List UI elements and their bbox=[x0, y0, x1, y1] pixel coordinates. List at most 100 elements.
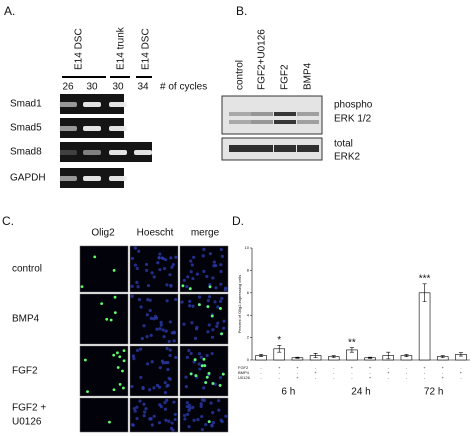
nucleus bbox=[211, 420, 216, 425]
treatment-sign: - bbox=[424, 375, 426, 380]
nucleus bbox=[168, 353, 172, 358]
nucleus bbox=[161, 328, 165, 332]
nucleus bbox=[130, 284, 134, 288]
nucleus bbox=[146, 298, 150, 302]
cycle-number: 30 bbox=[86, 82, 98, 93]
micrograph bbox=[79, 245, 129, 293]
olig2-cell bbox=[93, 255, 97, 259]
error-bar bbox=[422, 283, 427, 303]
nucleus bbox=[140, 336, 144, 341]
nucleus bbox=[149, 333, 153, 337]
treatment-sign: - bbox=[279, 375, 281, 380]
nucleus bbox=[159, 323, 163, 327]
error-bar bbox=[440, 355, 445, 359]
band bbox=[274, 145, 296, 152]
y-tick-label: 4 bbox=[247, 312, 250, 317]
nucleus bbox=[192, 255, 196, 259]
nucleus bbox=[208, 283, 212, 287]
olig2-cell bbox=[86, 390, 89, 394]
olig2-cell bbox=[83, 358, 87, 362]
band bbox=[83, 176, 101, 181]
nucleus bbox=[150, 271, 154, 275]
y-axis-title: Percent of Olig2-expressing cells bbox=[237, 275, 242, 333]
nucleus bbox=[150, 360, 154, 364]
nucleus bbox=[142, 324, 146, 328]
blot-label: phospho bbox=[334, 100, 373, 111]
nucleus bbox=[135, 348, 140, 353]
olig2-cell bbox=[218, 384, 222, 387]
nucleus bbox=[157, 256, 161, 260]
lane-label: FGF2+U0126 bbox=[257, 29, 268, 90]
olig2-cell bbox=[105, 317, 109, 321]
treatment-sign: + bbox=[351, 365, 354, 370]
nucleus bbox=[216, 305, 220, 309]
error-bar bbox=[386, 351, 391, 360]
nucleus bbox=[193, 336, 198, 340]
lane-label: FGF2 bbox=[280, 64, 291, 90]
olig2-cell bbox=[205, 375, 209, 379]
nucleus bbox=[183, 417, 187, 421]
nucleus bbox=[166, 367, 170, 372]
nucleus bbox=[170, 331, 174, 335]
lane-label: BMP4 bbox=[303, 62, 314, 90]
nucleus bbox=[197, 352, 202, 356]
treatment-sign: - bbox=[460, 375, 462, 380]
nucleus bbox=[157, 421, 162, 425]
olig2-cell bbox=[210, 314, 214, 318]
treatment-sign: + bbox=[387, 370, 390, 375]
nucleus bbox=[170, 421, 174, 425]
nucleus bbox=[138, 399, 142, 403]
nucleus bbox=[214, 286, 218, 290]
nucleus bbox=[209, 401, 213, 405]
cycles-label: # of cycles bbox=[160, 82, 207, 93]
error-bar bbox=[313, 352, 318, 359]
nucleus bbox=[148, 388, 152, 392]
nucleus bbox=[137, 297, 142, 302]
error-bar bbox=[368, 356, 373, 359]
olig2-cell bbox=[193, 358, 197, 362]
treatment-sign: - bbox=[369, 370, 371, 375]
significance: ** bbox=[348, 337, 356, 348]
olig2-cell bbox=[207, 420, 211, 424]
olig2-cell bbox=[116, 351, 119, 355]
column-header: merge bbox=[191, 228, 220, 239]
nucleus bbox=[212, 260, 216, 264]
treatment-sign: - bbox=[333, 365, 335, 370]
olig2-cell bbox=[121, 369, 124, 373]
nucleus bbox=[174, 255, 178, 259]
nucleus bbox=[210, 335, 215, 339]
nucleus bbox=[167, 376, 171, 380]
nucleus bbox=[219, 299, 223, 303]
cycle-number: 30 bbox=[112, 82, 124, 93]
nucleus bbox=[211, 276, 215, 280]
nucleus bbox=[135, 416, 139, 421]
nucleus bbox=[153, 314, 158, 318]
nucleus bbox=[146, 283, 151, 288]
band bbox=[109, 176, 127, 181]
nucleus bbox=[205, 353, 209, 358]
error-bar bbox=[277, 345, 282, 353]
band bbox=[109, 102, 127, 107]
band bbox=[251, 120, 273, 124]
nucleus bbox=[144, 407, 148, 411]
error-bar bbox=[295, 356, 300, 359]
nucleus bbox=[135, 266, 139, 271]
nucleus bbox=[212, 264, 216, 268]
nucleus bbox=[213, 300, 217, 304]
band bbox=[59, 126, 77, 131]
olig2-cell bbox=[118, 355, 122, 359]
olig2-cell bbox=[122, 359, 126, 363]
nucleus bbox=[158, 366, 162, 370]
nucleus bbox=[166, 361, 170, 365]
nucleus bbox=[141, 386, 145, 391]
nucleus bbox=[190, 263, 194, 267]
nucleus bbox=[194, 327, 199, 331]
nucleus bbox=[211, 328, 215, 332]
nucleus bbox=[165, 299, 169, 303]
band bbox=[251, 112, 273, 116]
nucleus bbox=[152, 275, 156, 279]
olig2-cell bbox=[100, 302, 104, 306]
olig2-cell bbox=[221, 372, 225, 376]
panel-label: A. bbox=[4, 4, 15, 18]
olig2-cell bbox=[194, 374, 198, 378]
